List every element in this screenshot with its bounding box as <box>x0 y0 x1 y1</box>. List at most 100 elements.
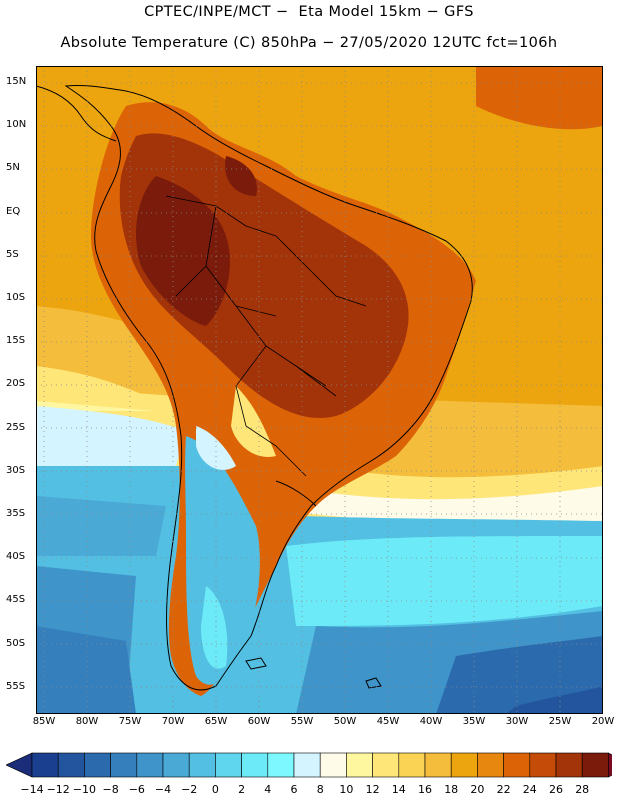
colorbar-swatch <box>293 752 321 778</box>
ocean-band-pacific-colder <box>36 626 136 714</box>
longitude-label: 85W <box>32 716 56 727</box>
longitude-label: 80W <box>75 716 99 727</box>
colorbar-tick-label: 0 <box>211 783 219 796</box>
colorbar <box>6 752 612 778</box>
colorbar-swatch <box>136 752 164 778</box>
graticule <box>36 66 603 714</box>
colorbar-tick-label: −4 <box>154 783 172 796</box>
colorbar-swatch <box>319 752 347 778</box>
colorbar-tick-label: 6 <box>290 783 298 796</box>
coastline-rio-de-la-plata <box>275 480 317 507</box>
colorbar-tick-label: 12 <box>365 783 380 796</box>
longitude-label: 65W <box>204 716 228 727</box>
land-very-hot-venezuela <box>225 156 257 196</box>
ocean-band-atlantic-cyan <box>286 536 603 626</box>
colorbar-swatch <box>503 752 531 778</box>
colorbar-swatch <box>372 752 400 778</box>
colorbar-tick-label: −12 <box>46 783 70 796</box>
ocean-band-cool-west <box>36 406 186 466</box>
colorbar-swatch <box>398 752 426 778</box>
land-cool-cuyo <box>196 426 236 470</box>
colorbar-high-arrow <box>608 752 612 778</box>
colorbar-swatch <box>84 752 111 778</box>
latitude-label: EQ <box>6 205 21 217</box>
colorbar-swatch <box>241 752 269 778</box>
longitude-label: 50W <box>333 716 357 727</box>
longitude-label: 60W <box>247 716 271 727</box>
coastline-falklands <box>245 657 267 670</box>
longitude-label: 45W <box>376 716 400 727</box>
ocean-warm-pool <box>476 66 603 130</box>
colorbar-swatch <box>346 752 373 778</box>
latitude-label: 25S <box>6 421 26 433</box>
title-line-1: CPTEC/INPE/MCT − Eta Model 15km − GFS <box>144 4 474 20</box>
latitude-label: 30S <box>6 464 26 476</box>
latitude-label: 50S <box>6 637 26 649</box>
colorbar-swatch <box>110 752 138 778</box>
ocean-band-atlantic-coldest <box>506 686 603 714</box>
longitude-label: 20W <box>591 716 615 727</box>
country-borders <box>165 195 367 477</box>
colorbar-tick-label: 28 <box>575 783 590 796</box>
colorbar-low-arrow <box>6 752 33 778</box>
colorbar-tick-label: 4 <box>264 783 272 796</box>
latitude-label: 15S <box>6 335 26 347</box>
ocean-band-light <box>36 401 156 411</box>
coastline-south-america <box>64 85 473 691</box>
latitude-label: 40S <box>6 551 26 563</box>
colorbar-swatch <box>555 752 583 778</box>
colorbar-tick-label: −6 <box>128 783 145 796</box>
colorbar-tick-label: −8 <box>102 783 119 796</box>
latitude-label: 5S <box>6 248 19 260</box>
colorbar-tick-label: 8 <box>316 783 324 796</box>
longitude-label: 40W <box>419 716 443 727</box>
ocean-band-atlantic-colder <box>436 636 603 714</box>
latitude-label: 35S <box>6 508 26 519</box>
longitude-label: 55W <box>290 716 314 727</box>
latitude-label: 5N <box>6 162 20 174</box>
longitude-label: 70W <box>161 716 185 727</box>
colorbar-swatch <box>424 752 452 778</box>
colorbar-tick-label: 10 <box>339 783 354 796</box>
colorbar-swatch <box>215 752 242 778</box>
map-field <box>36 66 603 714</box>
temperature-map <box>36 66 603 714</box>
ocean-band-south-west <box>36 496 166 556</box>
longitude-label: 75W <box>118 716 142 727</box>
colorbar-swatch <box>162 752 190 778</box>
title-line-2: Absolute Temperature (C) 850hPa − 27/05/… <box>60 35 558 51</box>
latitude-label: 55S <box>6 680 26 692</box>
coastline-central-america <box>36 85 117 142</box>
land-cold-south <box>201 586 228 669</box>
colorbar-swatch <box>57 752 85 778</box>
colorbar-swatch <box>188 752 216 778</box>
map-border <box>36 66 603 714</box>
longitude-label: 35W <box>462 716 486 727</box>
colorbar-tick-label: 14 <box>391 783 406 796</box>
colorbar-tick-label: 22 <box>496 783 511 796</box>
colorbar-tick-label: −2 <box>181 783 198 796</box>
longitude-label: 25W <box>548 716 572 727</box>
ocean-band-transition <box>286 486 603 523</box>
colorbar-tick-label: 18 <box>444 783 459 796</box>
colorbar-swatch <box>267 752 295 778</box>
colorbar-swatch <box>477 752 504 778</box>
colorbar-swatch <box>581 752 609 778</box>
land-cool-bolivia <box>231 386 276 457</box>
latitude-label: 45S <box>6 594 26 606</box>
colorbar-swatch <box>450 752 478 778</box>
latitude-label: 20S <box>6 378 26 390</box>
latitude-label: 10S <box>6 292 26 303</box>
colorbar-tick-label: 2 <box>238 783 246 796</box>
colorbar-tick-label: 16 <box>418 783 432 796</box>
colorbar-tick-label: 26 <box>549 783 563 796</box>
latitude-label: 10N <box>6 119 27 131</box>
colorbar-tick-label: 24 <box>522 783 537 796</box>
colorbar-swatch <box>529 752 557 778</box>
colorbar-swatch <box>31 752 59 778</box>
colorbar-tick-label: 20 <box>470 783 485 796</box>
land-very-hot-andes <box>136 176 230 326</box>
longitude-label: 30W <box>505 716 529 727</box>
latitude-label: 15N <box>6 76 27 87</box>
colorbar-tick-label: −14 <box>20 783 44 796</box>
